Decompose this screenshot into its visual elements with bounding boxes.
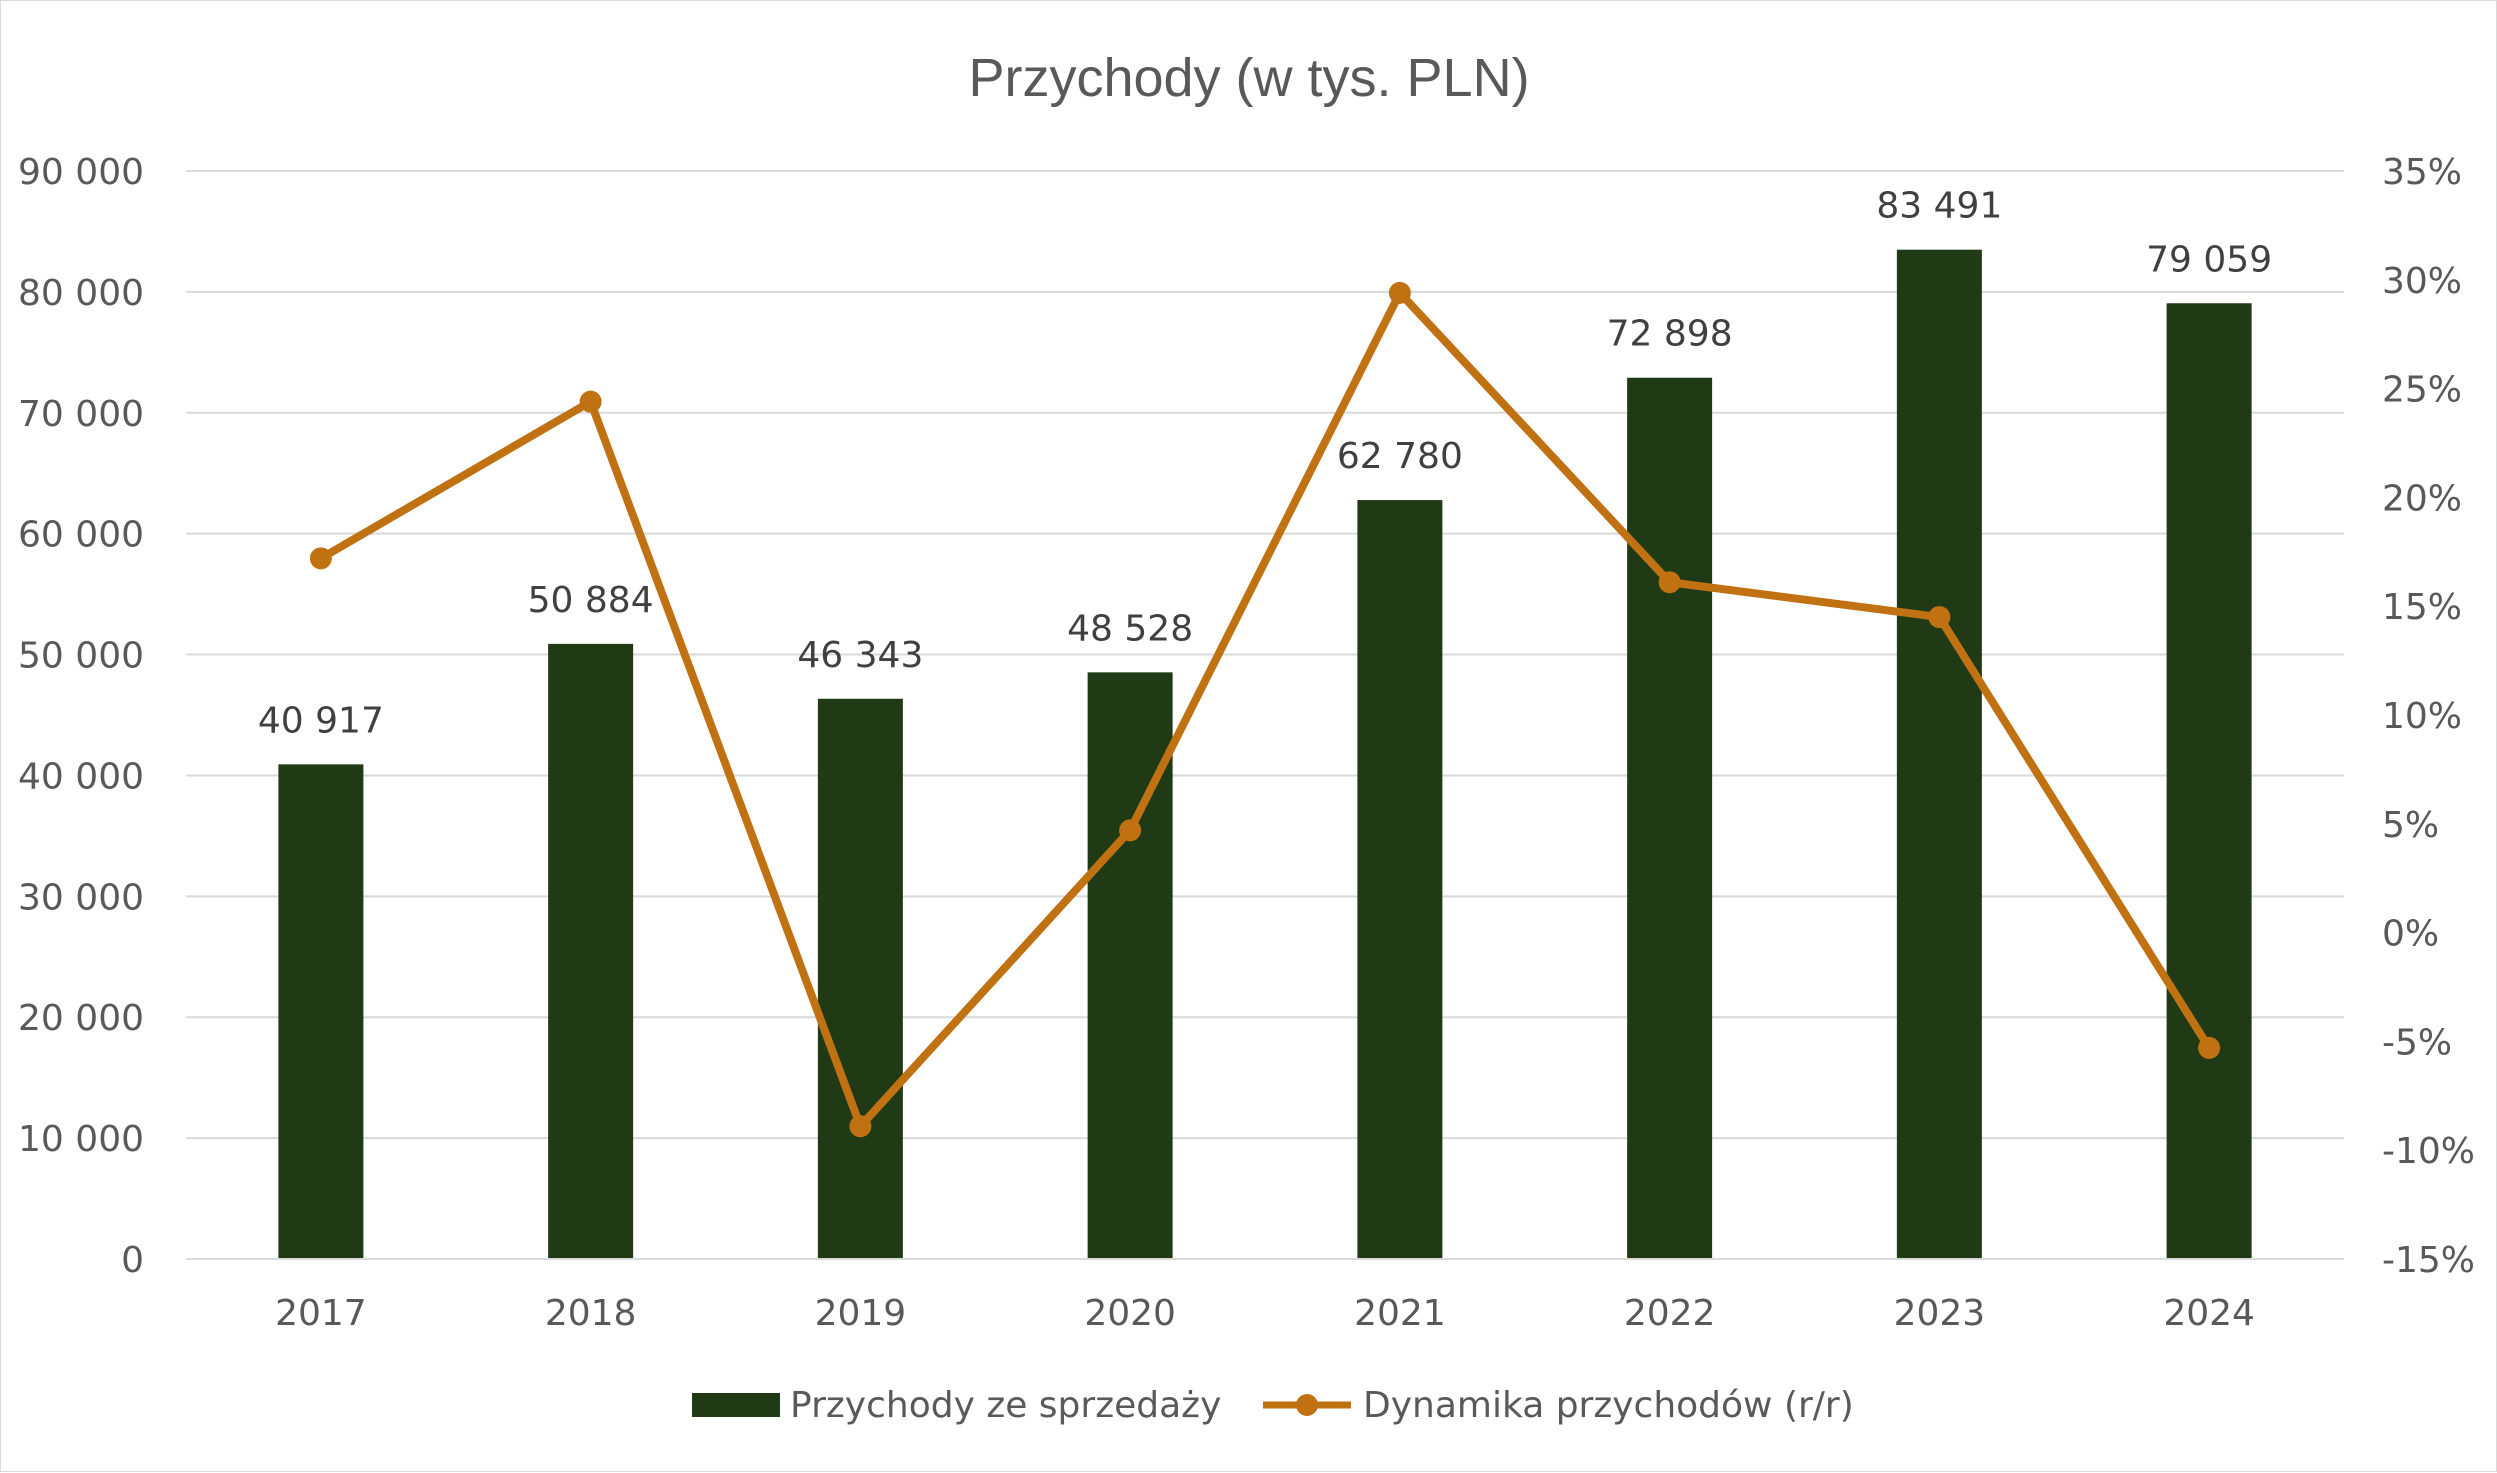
right-axis-tick-label: -5%	[2382, 1022, 2452, 1063]
bar-data-label: 79 059	[2146, 239, 2272, 280]
left-axis: 0 10 000 20 000 30 000 40 000 50 000 60 000 70 …	[18, 152, 144, 1281]
bar	[1896, 249, 1982, 1259]
bar-data-label: 72 898	[1607, 314, 1733, 355]
bar	[817, 698, 903, 1259]
line-point	[2198, 1036, 2221, 1059]
line-point	[309, 547, 332, 570]
growth-line	[316, 288, 2214, 1131]
bar	[1627, 377, 1713, 1260]
left-axis-tick-label: 40 000	[18, 756, 144, 797]
line-point	[849, 1115, 872, 1138]
legend-label-growth: Dynamika przychodów (r/r)	[1363, 1385, 1854, 1426]
line-series	[309, 281, 2221, 1138]
x-axis-tick-label: 2022	[1624, 1293, 1716, 1334]
legend-label-revenue: Przychody ze sprzedaży	[790, 1385, 1221, 1426]
x-axis-tick-label: 2024	[2163, 1293, 2255, 1334]
line-point	[1928, 606, 1951, 629]
legend-marker-growth	[1296, 1394, 1318, 1416]
legend-swatch-revenue	[692, 1393, 780, 1417]
line-point	[1388, 281, 1411, 304]
left-axis-tick-label: 50 000	[18, 636, 144, 677]
legend: Przychody ze sprzedaży Dynamika przychod…	[692, 1385, 1854, 1426]
left-axis-tick-label: 80 000	[18, 273, 144, 314]
bar	[1357, 500, 1443, 1259]
x-axis-tick-label: 2023	[1894, 1293, 1986, 1334]
left-axis-tick-label: 20 000	[18, 998, 144, 1039]
x-axis-tick-label: 2020	[1084, 1293, 1176, 1334]
bar-data-label: 40 917	[258, 700, 384, 741]
right-axis-tick-label: -15%	[2382, 1240, 2475, 1281]
bar-data-labels: 40 917 50 884 46 343 48 528 62 780 72 898 83 4…	[258, 186, 2272, 742]
right-axis-tick-label: 25%	[2382, 370, 2462, 411]
left-axis-tick-label: 0	[121, 1240, 144, 1281]
bar-data-label: 50 884	[528, 580, 654, 621]
left-axis-tick-label: 60 000	[18, 515, 144, 556]
line-point	[1658, 571, 1681, 594]
line-point	[579, 390, 602, 413]
right-axis-tick-label: 20%	[2382, 478, 2462, 519]
left-axis-tick-label: 10 000	[18, 1119, 144, 1160]
right-axis-tick-label: 35%	[2382, 152, 2462, 193]
bar	[2166, 303, 2252, 1259]
x-axis: 2017 2018 2019 2020 2021 2022 2023 2024	[186, 1258, 2344, 1334]
right-axis: -15% -10% -5% 0% 5% 10% 15% 20% 25% 30% 35%	[2382, 152, 2475, 1281]
gridlines	[186, 170, 2344, 1260]
bar-data-label: 83 491	[1876, 186, 2002, 227]
x-axis-tick-label: 2021	[1354, 1293, 1446, 1334]
left-axis-tick-label: 30 000	[18, 877, 144, 918]
x-axis-tick-label: 2019	[815, 1293, 907, 1334]
bar	[278, 764, 364, 1259]
right-axis-tick-label: 0%	[2382, 914, 2439, 955]
chart-title: Przychody (w tys. PLN)	[968, 48, 1529, 108]
bar-series	[278, 249, 2252, 1260]
x-axis-tick-label: 2017	[275, 1293, 367, 1334]
line-point	[1119, 819, 1142, 842]
bar-data-label: 48 528	[1067, 608, 1193, 649]
bar	[548, 643, 634, 1259]
x-axis-tick-label: 2018	[545, 1293, 637, 1334]
left-axis-tick-label: 70 000	[18, 394, 144, 435]
right-axis-tick-label: 15%	[2382, 587, 2462, 628]
right-axis-tick-label: 30%	[2382, 261, 2462, 302]
bar	[1087, 672, 1173, 1259]
right-axis-tick-label: 10%	[2382, 696, 2462, 737]
right-axis-tick-label: 5%	[2382, 805, 2439, 846]
bar-data-label: 46 343	[797, 635, 923, 676]
bar-data-label: 62 780	[1337, 436, 1463, 477]
left-axis-tick-label: 90 000	[18, 152, 144, 193]
right-axis-tick-label: -10%	[2382, 1131, 2475, 1172]
